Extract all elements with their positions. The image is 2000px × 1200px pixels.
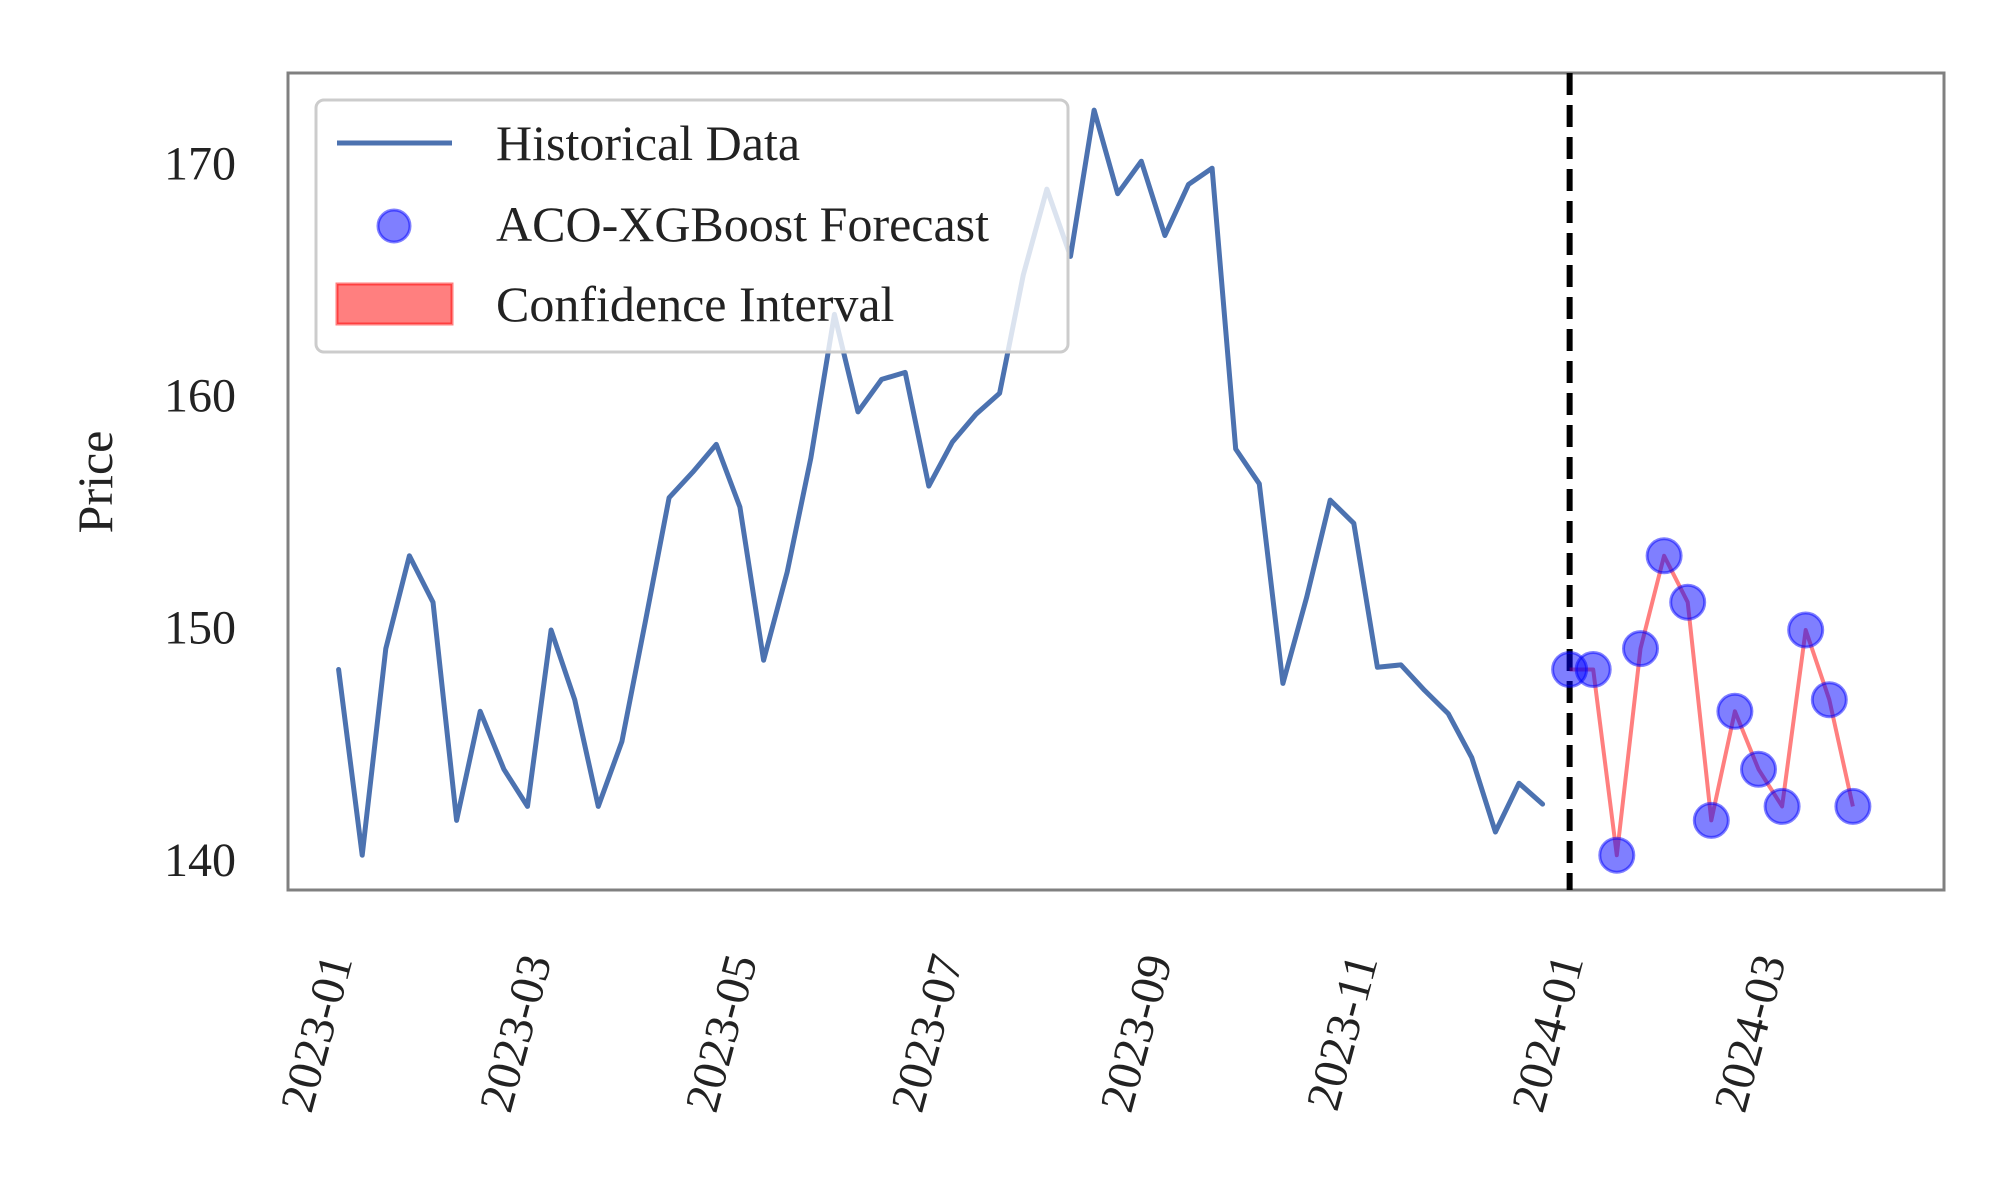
forecast-point — [1787, 611, 1825, 649]
forecast-point — [1669, 583, 1707, 621]
x-tick-label: 2023-05 — [675, 949, 768, 1117]
series-layer — [336, 73, 1872, 890]
legend-forecast-swatch — [376, 208, 412, 244]
legend-box — [314, 98, 1070, 354]
legend: Historical Data ACO-XGBoost Forecast Con… — [314, 98, 1070, 354]
x-tick-label: 2024-03 — [1704, 949, 1797, 1117]
x-tick-label: 2023-11 — [1296, 949, 1388, 1116]
y-tick-label: 150 — [164, 602, 236, 655]
forecast-point — [1622, 630, 1659, 668]
y-tick-label: 160 — [164, 370, 236, 423]
forecast-point — [1598, 836, 1636, 874]
x-tick-label: 2023-01 — [271, 949, 364, 1117]
x-axis-ticks: 2023-01 2023-03 2023-05 2023-07 2023-09 2023-… — [271, 949, 1797, 1117]
forecast-point — [1716, 692, 1754, 730]
x-tick-label: 2023-07 — [881, 949, 974, 1117]
y-axis-label: Price — [67, 431, 123, 534]
x-tick-label: 2024-01 — [1502, 949, 1595, 1117]
y-tick-label: 170 — [164, 138, 236, 191]
x-tick-label: 2023-03 — [470, 949, 563, 1117]
forecast-point — [1763, 787, 1801, 825]
forecast-point — [1810, 681, 1848, 719]
forecast-point — [1574, 651, 1612, 688]
y-tick-label: 140 — [164, 834, 236, 887]
legend-forecast-label: ACO-XGBoost Forecast — [496, 196, 989, 252]
legend-interval-label: Confidence Interval — [496, 276, 894, 332]
forecast-point — [1645, 537, 1683, 575]
x-tick-label: 2023-09 — [1090, 949, 1183, 1117]
forecast-point — [1740, 750, 1777, 788]
legend-interval-swatch — [335, 282, 454, 326]
forecast-point — [1692, 801, 1730, 839]
y-axis-ticks: 140 150 160 170 — [164, 138, 236, 887]
historical-series-line — [336, 107, 1546, 858]
forecast-point — [1834, 787, 1872, 825]
legend-historical-label: Historical Data — [496, 115, 800, 171]
